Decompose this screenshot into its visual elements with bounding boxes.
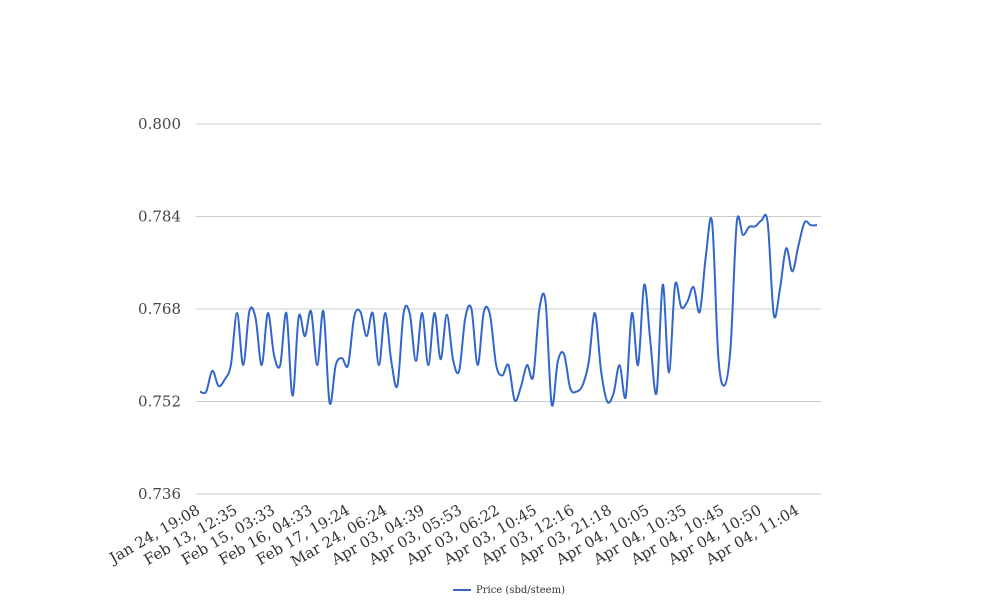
series-line-price[interactable] xyxy=(199,213,818,407)
y-grid xyxy=(196,123,821,495)
y-tick-label: 0.784 xyxy=(138,208,181,226)
y-tick-label: 0.800 xyxy=(138,115,181,133)
series-layer xyxy=(199,213,818,407)
y-tick-label: 0.752 xyxy=(138,393,181,411)
legend[interactable]: Price (sbd/steem) xyxy=(453,585,565,596)
legend-label: Price (sbd/steem) xyxy=(476,585,565,596)
y-tick-label: 0.736 xyxy=(138,485,181,503)
y-tick-label: 0.768 xyxy=(138,300,181,318)
y-axis: 0.736 0.752 0.768 0.784 0.800 xyxy=(138,115,181,503)
